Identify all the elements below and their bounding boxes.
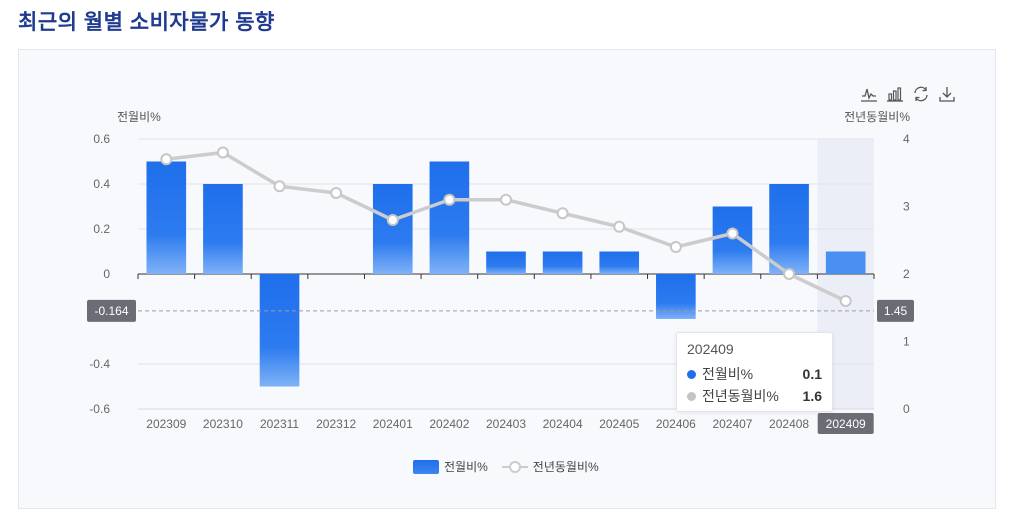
x-tick-label: 202403	[486, 417, 526, 431]
tooltip-line-dot	[687, 391, 696, 401]
bar	[486, 251, 526, 274]
bar	[656, 274, 696, 319]
bar	[372, 184, 413, 274]
axis-pointer-left-box	[87, 299, 136, 322]
y-right-tick-label: 4	[903, 132, 910, 146]
y-right-tick-label: 3	[903, 200, 910, 214]
y-right-tick-label: 0	[903, 402, 910, 416]
legend-line-swatch	[501, 460, 528, 474]
axis-pointer-right-label: 1.45	[884, 304, 908, 318]
x-label-highlight-box	[817, 413, 874, 434]
line-point	[443, 193, 456, 206]
tooltip-row-bar: 전월비% 0.1	[687, 363, 822, 385]
page-title: 최근의 월별 소비자물가 동향	[18, 11, 275, 34]
y-axis-title: 전월비%	[117, 110, 161, 124]
x-tick-label: 202401	[373, 417, 413, 431]
tooltip-row-value: 0.1	[802, 366, 822, 382]
line-point	[783, 268, 796, 280]
bar	[146, 161, 187, 274]
tooltip-row-value: 1.6	[802, 388, 822, 404]
y-tick-label: 0	[103, 267, 110, 281]
axis-pointer-left-label: -0.164	[94, 304, 128, 318]
tooltip-row-name: 전년동월비%	[702, 388, 779, 404]
x-tick-label: 202408	[769, 417, 809, 431]
y-tick-label: -0.6	[89, 402, 110, 416]
tooltip-row-line: 전년동월비% 1.6	[687, 385, 822, 407]
bar-chart-icon[interactable]	[885, 84, 905, 104]
y-right-tick-label: 1	[903, 335, 910, 349]
y-tick-label: -0.4	[89, 357, 110, 371]
tooltip-bar-dot	[687, 369, 696, 379]
bar	[769, 184, 809, 274]
line-point	[500, 193, 512, 206]
y-tick-label: 0.2	[93, 222, 110, 236]
line-point	[160, 153, 173, 166]
x-tick-label: 202407	[712, 417, 752, 431]
chart-tooltip: 202409 전월비% 0.1 전년동월비% 1.6	[676, 332, 833, 412]
chart-legend: 전월비% 전년동월비%	[413, 458, 613, 475]
line-point	[556, 207, 569, 220]
line-point	[613, 220, 626, 233]
legend-label: 전월비%	[444, 460, 488, 474]
x-tick-label: 202405	[599, 417, 639, 431]
bar	[825, 251, 866, 274]
line-point	[669, 241, 682, 253]
bar	[712, 206, 753, 274]
tooltip-row-name: 전월비%	[702, 366, 754, 382]
bar	[542, 251, 583, 274]
refresh-icon[interactable]	[911, 84, 931, 104]
line-chart-icon[interactable]	[859, 84, 879, 104]
bar	[429, 161, 470, 274]
y-right-axis-title: 전년동월비%	[844, 110, 910, 124]
x-tick-label: 202409	[826, 417, 866, 431]
axis-pointer-right-box	[877, 299, 914, 322]
line-point	[330, 187, 343, 199]
chart-toolbar	[859, 84, 957, 104]
line-point	[386, 214, 399, 226]
y-tick-label: 0.6	[93, 132, 110, 146]
x-tick-label: 202406	[656, 417, 696, 431]
bar	[203, 184, 243, 274]
x-tick-label: 202309	[146, 417, 186, 431]
download-icon[interactable]	[937, 84, 957, 104]
legend-item-line[interactable]: 전년동월비%	[501, 458, 599, 475]
y-tick-label: 0.4	[93, 177, 110, 191]
x-tick-label: 202312	[316, 417, 356, 431]
line-point	[726, 227, 739, 240]
x-tick-label: 202310	[203, 417, 243, 431]
x-tick-label: 202311	[260, 417, 299, 431]
bar	[599, 251, 640, 274]
legend-item-bar[interactable]: 전월비%	[413, 458, 488, 475]
line-point	[216, 146, 229, 159]
line-point	[273, 180, 286, 193]
legend-bar-swatch	[413, 459, 439, 474]
legend-label: 전년동월비%	[532, 460, 599, 474]
bar	[259, 274, 300, 387]
y-right-tick-label: 2	[903, 267, 910, 281]
tooltip-title: 202409	[687, 341, 734, 357]
x-tick-label: 202404	[543, 417, 583, 431]
line-point	[839, 295, 852, 307]
x-tick-label: 202402	[429, 417, 469, 431]
